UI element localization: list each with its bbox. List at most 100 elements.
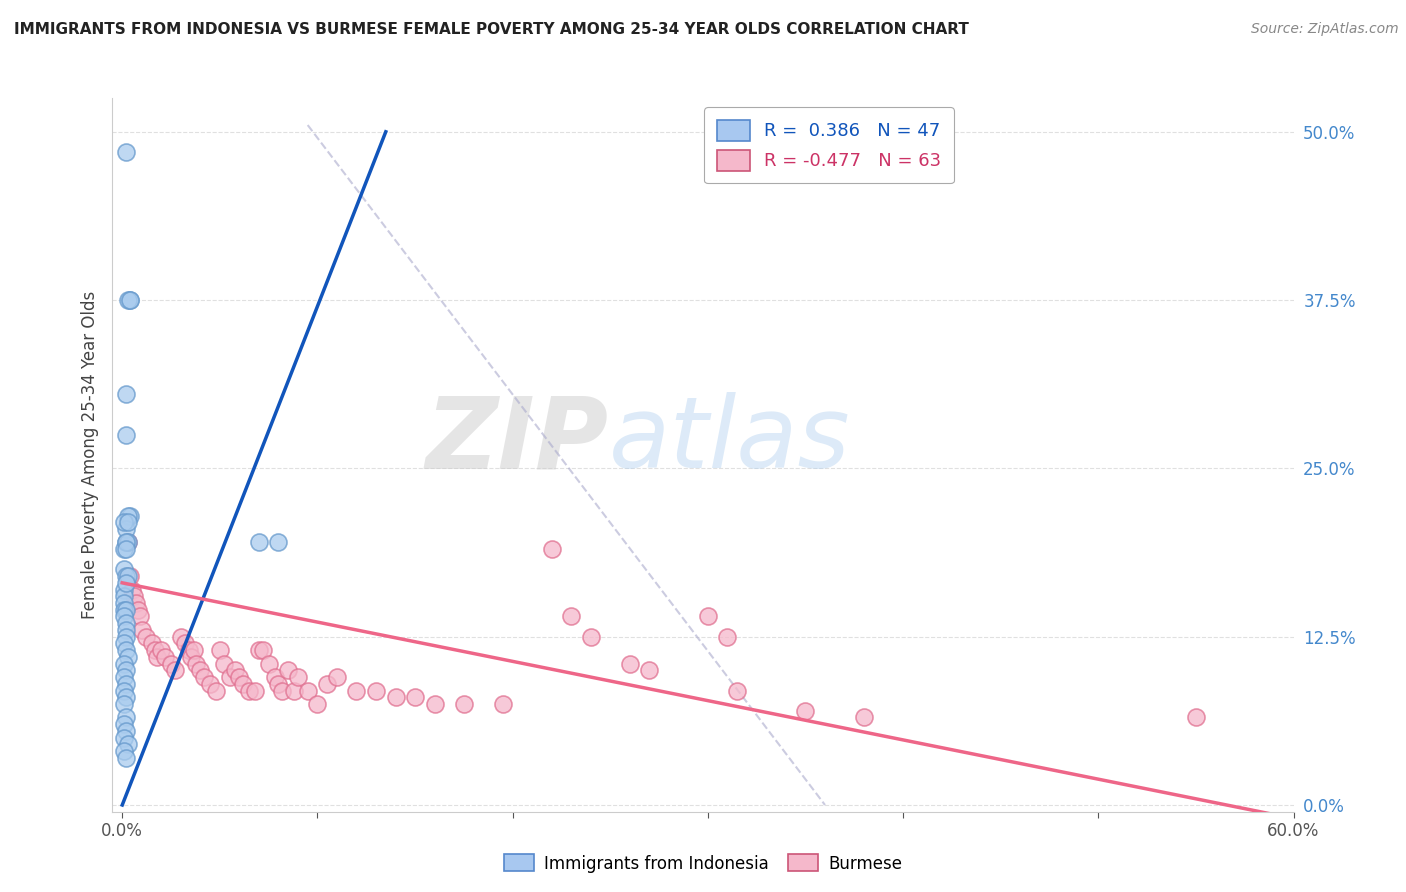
Point — [267, 535, 290, 549]
Point — [271, 683, 294, 698]
Point — [238, 683, 260, 698]
Point — [117, 569, 139, 583]
Point — [118, 293, 141, 307]
Point — [112, 683, 135, 698]
Point — [122, 589, 145, 603]
Point — [131, 623, 153, 637]
Point — [127, 603, 149, 617]
Point — [346, 683, 368, 698]
Point — [326, 670, 349, 684]
Point — [141, 636, 163, 650]
Point — [453, 697, 475, 711]
Point — [218, 670, 240, 684]
Point — [186, 657, 208, 671]
Point — [117, 515, 139, 529]
Point — [115, 623, 138, 637]
Point — [307, 697, 329, 711]
Point — [115, 723, 138, 738]
Point — [247, 643, 270, 657]
Point — [163, 664, 186, 678]
Point — [112, 670, 135, 684]
Point — [180, 649, 202, 664]
Point — [112, 636, 135, 650]
Point — [118, 569, 141, 583]
Point — [243, 683, 266, 698]
Point — [145, 643, 167, 657]
Point — [115, 751, 138, 765]
Point — [492, 697, 515, 711]
Point — [125, 596, 148, 610]
Point — [619, 657, 641, 671]
Point — [112, 596, 135, 610]
Point — [115, 664, 138, 678]
Point — [170, 630, 193, 644]
Point — [423, 697, 446, 711]
Point — [696, 609, 718, 624]
Point — [115, 575, 138, 590]
Point — [297, 683, 319, 698]
Point — [115, 643, 138, 657]
Point — [112, 697, 135, 711]
Point — [118, 293, 141, 307]
Point — [121, 582, 143, 597]
Point — [115, 616, 138, 631]
Point — [540, 542, 562, 557]
Point — [146, 649, 169, 664]
Point — [115, 427, 138, 442]
Point — [384, 690, 406, 705]
Text: atlas: atlas — [609, 392, 851, 489]
Point — [153, 649, 176, 664]
Point — [725, 683, 748, 698]
Point — [115, 603, 138, 617]
Point — [364, 683, 387, 698]
Point — [115, 569, 138, 583]
Point — [208, 643, 231, 657]
Point — [117, 535, 139, 549]
Text: ZIP: ZIP — [426, 392, 609, 489]
Point — [287, 670, 309, 684]
Point — [118, 508, 141, 523]
Point — [115, 690, 138, 705]
Point — [112, 744, 135, 758]
Point — [579, 630, 602, 644]
Point — [316, 677, 339, 691]
Point — [404, 690, 426, 705]
Point — [115, 535, 138, 549]
Point — [193, 670, 215, 684]
Point — [112, 562, 135, 576]
Point — [257, 657, 280, 671]
Point — [117, 738, 139, 752]
Point — [228, 670, 250, 684]
Point — [560, 609, 582, 624]
Point — [283, 683, 305, 698]
Text: Source: ZipAtlas.com: Source: ZipAtlas.com — [1251, 22, 1399, 37]
Point — [112, 542, 135, 557]
Point — [117, 535, 139, 549]
Point — [115, 387, 138, 401]
Point — [135, 630, 157, 644]
Point — [177, 643, 200, 657]
Point — [232, 677, 254, 691]
Point — [638, 664, 661, 678]
Point — [247, 535, 270, 549]
Point — [115, 677, 138, 691]
Point — [198, 677, 221, 691]
Point — [224, 664, 246, 678]
Point — [716, 630, 738, 644]
Point — [115, 535, 138, 549]
Point — [183, 643, 205, 657]
Point — [212, 657, 235, 671]
Point — [267, 677, 290, 691]
Point — [112, 515, 135, 529]
Y-axis label: Female Poverty Among 25-34 Year Olds: Female Poverty Among 25-34 Year Olds — [80, 291, 98, 619]
Text: IMMIGRANTS FROM INDONESIA VS BURMESE FEMALE POVERTY AMONG 25-34 YEAR OLDS CORREL: IMMIGRANTS FROM INDONESIA VS BURMESE FEM… — [14, 22, 969, 37]
Point — [115, 542, 138, 557]
Legend: Immigrants from Indonesia, Burmese: Immigrants from Indonesia, Burmese — [496, 847, 910, 880]
Point — [205, 683, 228, 698]
Point — [188, 664, 211, 678]
Point — [115, 145, 138, 159]
Point — [150, 643, 173, 657]
Point — [112, 603, 135, 617]
Point — [112, 731, 135, 745]
Point — [128, 609, 150, 624]
